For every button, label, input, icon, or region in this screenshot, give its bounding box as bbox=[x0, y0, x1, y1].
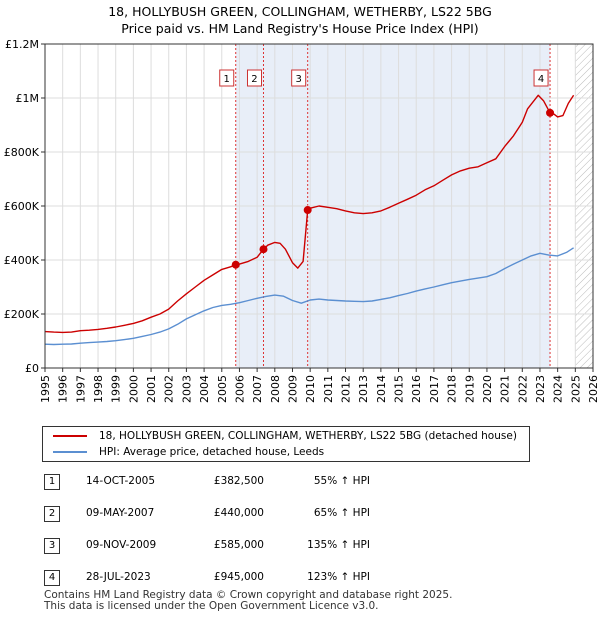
x-tick-label: 2011 bbox=[322, 375, 335, 403]
sale-point bbox=[231, 260, 240, 269]
y-tick-label: £400K bbox=[4, 254, 40, 267]
price-chart: 1 2 3 4 £0 £200K £400K £600K £800K £1M £1.2M 1995 1… bbox=[4, 38, 600, 403]
sale-point bbox=[259, 245, 268, 254]
y-tick-label: £0 bbox=[25, 362, 39, 375]
y-tick-label: £600K bbox=[4, 200, 40, 213]
x-tick-label: 2002 bbox=[163, 375, 176, 403]
x-tick-label: 2008 bbox=[269, 375, 282, 403]
chart-title: 18, HOLLYBUSH GREEN, COLLINGHAM, WETHERB… bbox=[108, 4, 492, 19]
x-tick-label: 2016 bbox=[410, 375, 423, 403]
x-tick-label: 2023 bbox=[534, 375, 547, 403]
x-tick-label: 1999 bbox=[110, 375, 123, 403]
x-tick-label: 2007 bbox=[251, 375, 264, 403]
sale-number-badge: 4 bbox=[44, 570, 60, 586]
chart-subtitle: Price paid vs. HM Land Registry's House … bbox=[121, 21, 479, 36]
sale-number-badge: 1 bbox=[44, 474, 60, 490]
sale-label-box bbox=[246, 69, 262, 87]
sale-number-badge: 3 bbox=[44, 538, 60, 554]
x-tick-label: 2025 bbox=[569, 375, 582, 403]
x-tick-label: 1996 bbox=[57, 375, 70, 403]
x-tick-label: 2013 bbox=[357, 375, 370, 403]
legend-label-hpi: HPI: Average price, detached house, Leed… bbox=[99, 446, 325, 458]
legend-label-property: 18, HOLLYBUSH GREEN, COLLINGHAM, WETHERB… bbox=[99, 430, 517, 442]
x-tick-label: 2019 bbox=[463, 375, 476, 403]
sale-label-box bbox=[219, 69, 235, 87]
sale-date: 28-JUL-2023 bbox=[86, 571, 151, 583]
x-tick-label: 2024 bbox=[552, 375, 565, 403]
y-tick-label: £1M bbox=[16, 92, 40, 105]
sale-price: £585,000 bbox=[213, 539, 264, 551]
sale-hpi-change: 55% ↑ HPI bbox=[313, 475, 370, 487]
x-tick-label: 2005 bbox=[216, 375, 229, 403]
sale-point bbox=[546, 108, 555, 117]
x-tick-label: 2018 bbox=[446, 375, 459, 403]
x-tick-label: 1997 bbox=[74, 375, 87, 403]
sale-label-box bbox=[291, 69, 307, 87]
x-tick-label: 2017 bbox=[428, 375, 441, 403]
sales-row: 1 14-OCT-2005 £382,500 55% ↑ HPI bbox=[0, 472, 600, 492]
legend-item-hpi: HPI: Average price, detached house, Leed… bbox=[53, 444, 324, 460]
y-tick-label: £800K bbox=[4, 146, 40, 159]
sale-label-number: 3 bbox=[295, 74, 301, 85]
sale-hpi-change: 135% ↑ HPI bbox=[307, 539, 370, 551]
sale-date: 09-NOV-2009 bbox=[86, 539, 157, 551]
sale-price: £382,500 bbox=[213, 475, 264, 487]
x-tick-label: 2022 bbox=[516, 375, 529, 403]
attribution-footer: Contains HM Land Registry data © Crown c… bbox=[44, 590, 452, 612]
x-tick-label: 2014 bbox=[375, 375, 388, 403]
x-tick-label: 2026 bbox=[587, 375, 600, 403]
x-tick-label: 2021 bbox=[499, 375, 512, 403]
x-tick-label: 2006 bbox=[233, 375, 246, 403]
x-tick-label: 2003 bbox=[180, 375, 193, 403]
x-tick-label: 2009 bbox=[286, 375, 299, 403]
x-tick-label: 2010 bbox=[304, 375, 317, 403]
footer-line-1: Contains HM Land Registry data © Crown c… bbox=[44, 589, 453, 601]
x-tick-label: 2020 bbox=[481, 375, 494, 403]
sale-label-number: 2 bbox=[251, 74, 257, 85]
y-tick-label: £1.2M bbox=[5, 38, 39, 51]
footer-line-2: This data is licensed under the Open Gov… bbox=[44, 600, 379, 612]
legend-swatch-hpi bbox=[53, 451, 87, 453]
sale-label-box bbox=[533, 69, 549, 87]
legend-item-property: 18, HOLLYBUSH GREEN, COLLINGHAM, WETHERB… bbox=[53, 428, 517, 444]
x-tick-label: 1995 bbox=[39, 375, 52, 403]
hpi-line bbox=[44, 247, 574, 346]
x-tick-label: 1998 bbox=[92, 375, 105, 403]
sale-label-number: 1 bbox=[224, 74, 230, 85]
y-tick-label: £200K bbox=[4, 308, 40, 321]
x-tick-label: 2015 bbox=[393, 375, 406, 403]
sales-row: 2 09-MAY-2007 £440,000 65% ↑ HPI bbox=[0, 504, 600, 524]
sale-hpi-change: 65% ↑ HPI bbox=[313, 507, 370, 519]
sale-date: 14-OCT-2005 bbox=[86, 475, 155, 487]
sale-number-badge: 2 bbox=[44, 506, 60, 522]
sale-price: £945,000 bbox=[213, 571, 264, 583]
legend-swatch-property bbox=[53, 435, 87, 437]
sale-price: £440,000 bbox=[213, 507, 264, 519]
chart-legend: 18, HOLLYBUSH GREEN, COLLINGHAM, WETHERB… bbox=[42, 426, 530, 462]
sale-label-number: 4 bbox=[538, 74, 544, 85]
sale-date: 09-MAY-2007 bbox=[86, 507, 155, 519]
sales-row: 4 28-JUL-2023 £945,000 123% ↑ HPI bbox=[0, 568, 600, 588]
x-tick-label: 2004 bbox=[198, 375, 211, 403]
x-tick-label: 2012 bbox=[340, 375, 353, 403]
x-tick-label: 2000 bbox=[127, 375, 140, 403]
sale-hpi-change: 123% ↑ HPI bbox=[307, 571, 370, 583]
x-tick-label: 2001 bbox=[145, 375, 158, 403]
sale-point bbox=[303, 206, 312, 215]
sales-row: 3 09-NOV-2009 £585,000 135% ↑ HPI bbox=[0, 536, 600, 556]
